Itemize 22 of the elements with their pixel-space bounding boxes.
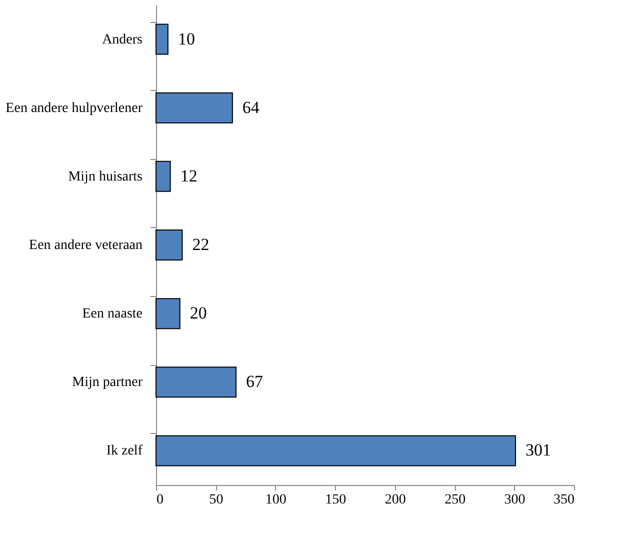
x-tick-label: 50 <box>209 492 224 508</box>
data-label: 67 <box>246 372 264 392</box>
x-tick-label: 100 <box>265 492 286 508</box>
data-label: 301 <box>525 440 551 460</box>
y-tick-label: Ik zelf <box>106 444 143 459</box>
y-tick-label: Mijn huisarts <box>68 169 142 184</box>
y-tick-label: Een andere veteraan <box>29 238 142 253</box>
data-label: 64 <box>242 98 260 117</box>
x-tick-label: 300 <box>504 492 526 508</box>
y-tick-label: Anders <box>102 32 142 48</box>
y-tick-label: Een naaste <box>82 306 142 322</box>
x-tick-label: 250 <box>444 492 466 508</box>
data-label: 20 <box>190 304 207 323</box>
x-tick-label: 200 <box>384 492 406 508</box>
x-tick-label: 0 <box>156 492 164 508</box>
x-tick-label: 350 <box>554 492 574 508</box>
data-label: 22 <box>192 235 210 254</box>
y-tick-label: Een andere hulpverlener <box>6 100 143 116</box>
data-label: 10 <box>178 29 195 48</box>
x-tick-label: 150 <box>325 492 346 508</box>
data-label: 12 <box>180 166 198 186</box>
y-tick-label: Mijn partner <box>72 375 143 390</box>
